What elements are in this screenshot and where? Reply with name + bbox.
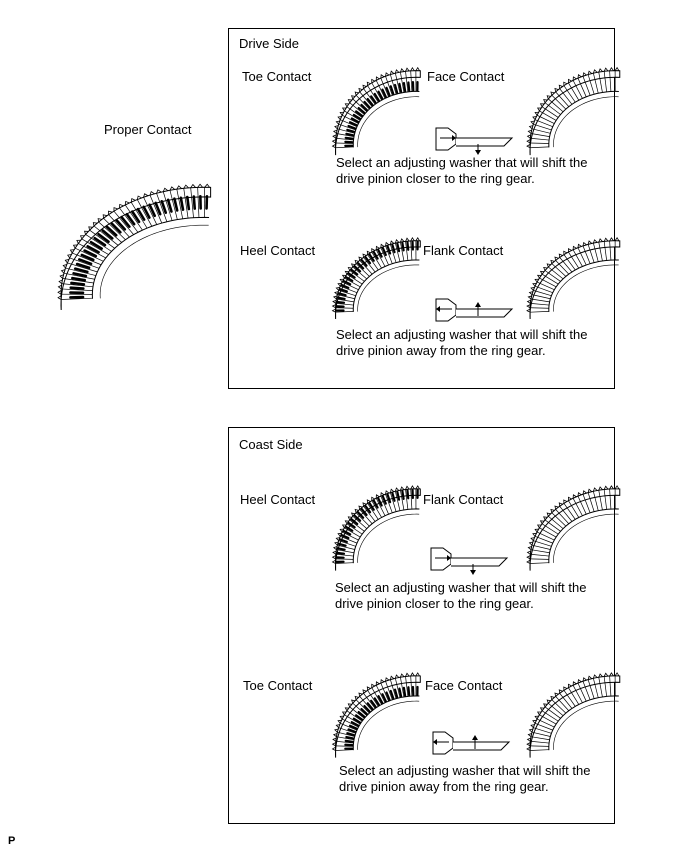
coast-closer-instruction: Select an adjusting washer that will shi… [335, 580, 587, 611]
drive-flank-contact-label: Flank Contact [423, 243, 504, 258]
drive-heel-contact-label: Heel Contact [240, 243, 316, 258]
coast-toe-contact-label: Toe Contact [243, 678, 313, 693]
drive-side-panel: Drive Side Toe Contact Face Contact Sele… [228, 28, 621, 389]
coast-face-contact-gear [526, 672, 621, 758]
coast-flank-contact-gear [526, 485, 621, 571]
drive-shift-away-washer-icon [435, 298, 514, 322]
drive-side-title: Drive Side [239, 36, 299, 51]
drive-shift-closer-washer-icon [435, 127, 514, 155]
coast-shift-closer-washer-icon [430, 547, 509, 575]
coast-face-contact-label: Face Contact [425, 678, 503, 693]
figure-code: P [8, 835, 16, 847]
drive-away-instruction: Select an adjusting washer that will shi… [336, 327, 588, 358]
coast-flank-contact-label: Flank Contact [423, 492, 504, 507]
coast-shift-away-washer-icon [432, 731, 511, 755]
coast-heel-contact-gear [331, 485, 421, 571]
drive-toe-contact-label: Toe Contact [242, 69, 312, 84]
drive-face-contact-gear [526, 66, 621, 156]
drive-heel-contact-gear [331, 236, 421, 320]
coast-side-title: Coast Side [239, 437, 303, 452]
drive-face-contact-label: Face Contact [427, 69, 505, 84]
coast-heel-contact-label: Heel Contact [240, 492, 316, 507]
proper-contact-label: Proper Contact [104, 122, 192, 137]
drive-toe-contact-gear [331, 66, 421, 156]
drive-flank-contact-gear [526, 237, 621, 320]
coast-toe-contact-gear [331, 672, 421, 758]
coast-side-panel: Coast Side Heel Contact Flank Contact Se… [228, 427, 621, 824]
drive-closer-instruction: Select an adjusting washer that will shi… [336, 155, 588, 186]
coast-away-instruction: Select an adjusting washer that will shi… [339, 763, 591, 794]
proper-contact-gear-illustration [57, 183, 212, 310]
